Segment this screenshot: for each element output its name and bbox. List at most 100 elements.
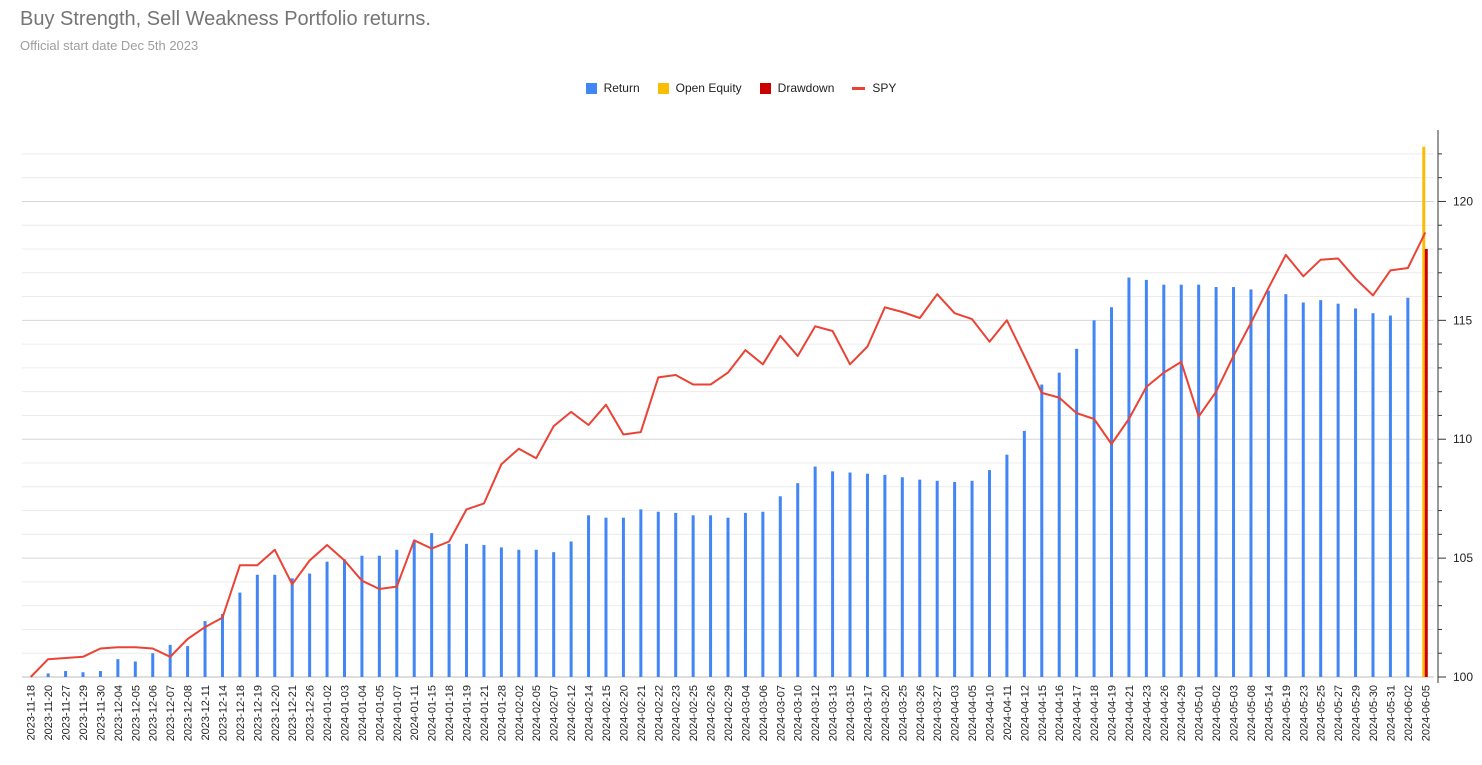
bar-return	[1371, 313, 1375, 677]
x-tick-label: 2024-01-07	[392, 685, 404, 741]
bar-return	[64, 671, 68, 677]
chart-title: Buy Strength, Sell Weakness Portfolio re…	[20, 8, 431, 30]
x-tick-label: 2023-12-07	[165, 685, 177, 741]
bar-return	[987, 470, 991, 677]
bar-return	[220, 613, 224, 677]
x-tick-label: 2024-02-14	[584, 685, 596, 741]
bar-return	[186, 646, 190, 677]
bar-return	[534, 549, 538, 677]
x-tick-label: 2023-12-08	[183, 685, 195, 741]
bar-return	[1162, 284, 1166, 677]
x-tick-label: 2024-01-28	[496, 685, 508, 741]
line-spy	[29, 231, 1427, 678]
x-tick-label: 2024-04-29	[1176, 685, 1188, 741]
x-tick-label: 2024-05-14	[1263, 685, 1275, 741]
legend-label: Drawdown	[777, 81, 835, 95]
x-tick-label: 2024-06-02	[1403, 685, 1415, 741]
legend-swatch	[657, 82, 669, 94]
x-tick-label: 2024-04-15	[1037, 685, 1049, 741]
x-tick-label: 2024-01-18	[444, 685, 456, 741]
legend: Return Open Equity Drawdown SPY	[0, 81, 1482, 95]
bar-return	[900, 477, 904, 677]
x-tick-label: 2024-04-11	[1002, 685, 1014, 740]
y-tick-label: 105	[1453, 551, 1473, 565]
bar-return	[1057, 372, 1061, 677]
bar-return	[98, 671, 102, 677]
bar-return	[656, 511, 660, 677]
x-tick-label: 2024-04-16	[1054, 685, 1066, 741]
x-tick-label: 2024-01-15	[427, 685, 439, 741]
bar-return	[430, 533, 434, 677]
bar-return	[46, 673, 50, 677]
legend-item-open-equity: Open Equity	[657, 81, 742, 95]
legend-swatch	[585, 82, 597, 94]
x-tick-label: 2024-01-03	[339, 685, 351, 741]
x-tick-label: 2024-04-26	[1159, 685, 1171, 741]
bar-return	[168, 644, 172, 677]
bar-return	[848, 472, 852, 677]
x-tick-label: 2024-05-08	[1246, 685, 1258, 741]
bar-return	[1110, 307, 1114, 677]
y-tick-label: 100	[1453, 670, 1473, 684]
bar-return	[1354, 308, 1358, 677]
x-tick-label: 2024-03-17	[862, 685, 874, 741]
x-tick-label: 2024-02-12	[566, 685, 578, 741]
x-tick-label: 2023-12-04	[113, 685, 125, 741]
legend-label: Return	[603, 81, 640, 95]
x-tick-label: 2023-12-14	[217, 685, 229, 741]
x-tick-label: 2024-04-23	[1141, 685, 1153, 741]
bar-return	[691, 515, 695, 677]
x-tick-label: 2024-03-12	[810, 685, 822, 741]
x-tick-label: 2024-02-20	[618, 685, 630, 741]
bar-open-equity	[1422, 146, 1426, 677]
bar-return	[726, 517, 730, 677]
legend-swatch	[852, 86, 866, 90]
y-tick-label: 110	[1453, 432, 1472, 446]
x-tick-label: 2024-03-25	[897, 685, 909, 741]
bar-return	[499, 547, 503, 677]
x-tick-label: 2023-11-27	[61, 685, 73, 740]
x-tick-label: 2024-05-27	[1333, 685, 1345, 741]
bar-return	[1179, 284, 1183, 677]
bar-return	[412, 541, 416, 677]
x-tick-label: 2023-11-18	[26, 685, 38, 740]
y-tick-label: 120	[1453, 194, 1473, 208]
bar-return	[255, 574, 259, 677]
x-tick-label: 2024-04-03	[950, 685, 962, 741]
x-tick-label: 2024-02-21	[636, 685, 648, 741]
legend-label: SPY	[872, 81, 897, 95]
bar-return	[918, 479, 922, 677]
x-tick-label: 2024-03-10	[793, 685, 805, 741]
bar-return	[865, 473, 869, 677]
bar-return	[1005, 454, 1009, 677]
x-tick-label: 2024-02-23	[671, 685, 683, 741]
bar-return	[953, 482, 957, 677]
legend-label: Open Equity	[675, 81, 742, 95]
bar-drawdown	[1424, 249, 1428, 677]
bar-return	[308, 573, 312, 677]
legend-item-drawdown: Drawdown	[759, 81, 835, 95]
bar-return	[883, 474, 887, 677]
x-tick-label: 2024-02-07	[549, 685, 561, 741]
x-tick-label: 2024-03-15	[845, 685, 857, 741]
bar-return	[1319, 300, 1323, 677]
bar-return	[238, 592, 242, 677]
bar-return	[813, 466, 817, 677]
x-tick-label: 2024-04-19	[1107, 685, 1119, 741]
bar-return	[796, 483, 800, 677]
bar-return	[395, 549, 399, 677]
x-tick-label: 2024-04-12	[1019, 685, 1031, 741]
bar-return	[935, 480, 939, 677]
bar-return	[674, 512, 678, 677]
bar-return	[587, 515, 591, 677]
x-tick-label: 2024-03-07	[775, 685, 787, 741]
chart-subtitle: Official start date Dec 5th 2023	[20, 38, 199, 53]
x-tick-label: 2024-04-05	[967, 685, 979, 741]
bar-return	[377, 555, 381, 677]
bar-return	[1092, 320, 1096, 677]
bar-return	[1075, 348, 1079, 677]
bar-return	[1197, 284, 1201, 677]
x-tick-label: 2024-01-21	[479, 685, 491, 741]
bar-return	[1249, 289, 1253, 677]
